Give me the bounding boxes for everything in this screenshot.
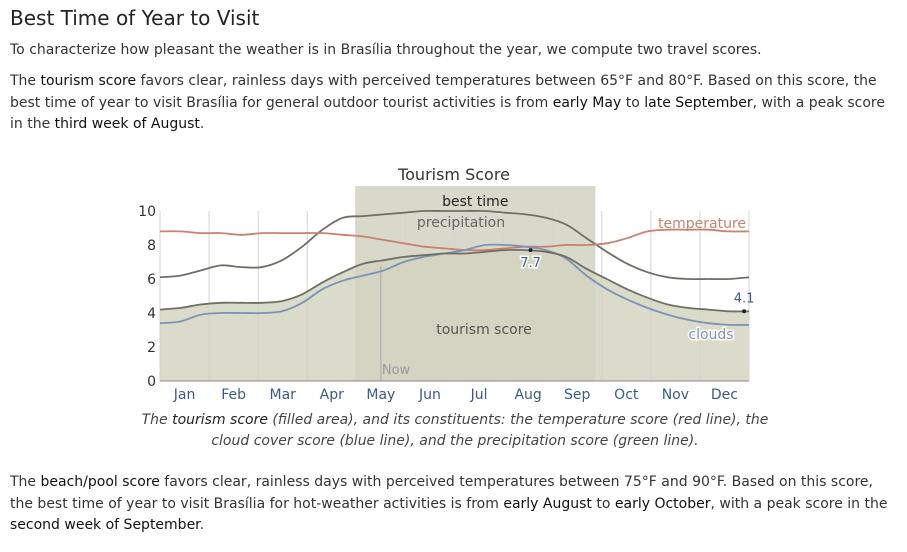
y-tick-label: 0	[147, 374, 156, 390]
peak-marker	[528, 248, 533, 253]
chart-svg: Tourism Score best time Now 0 2 4 6 8 10 Jan F…	[138, 165, 755, 403]
text-run: to	[621, 94, 645, 111]
best-time-end: late September	[644, 94, 753, 111]
x-tick-label: May	[366, 387, 395, 403]
x-tick-label: Sep	[564, 387, 591, 403]
x-tick-label: Feb	[221, 387, 246, 403]
intro-paragraph: To characterize how pleasant the weather…	[10, 42, 762, 58]
temperature-line	[159, 228, 750, 252]
text-run: (filled area), and its constituents: the…	[211, 412, 769, 449]
text-run: .	[199, 517, 205, 533]
beach-peak: second week of September	[10, 517, 200, 533]
beach-score-paragraph: The beach/pool score favors clear, rainl…	[10, 472, 896, 537]
x-axis-ticks: Jan Feb Mar Apr May Jun Jul Aug Sep Oct Nov Dec	[173, 387, 738, 403]
tourism-score-line	[159, 248, 750, 313]
end-marker	[742, 309, 747, 314]
chart-caption: The tourism score (filled area), and its…	[140, 410, 770, 452]
text-run: The	[10, 73, 41, 89]
text-run: The	[10, 474, 41, 490]
peak-time: third week of August	[54, 116, 200, 132]
text-run: , with a peak score in the	[710, 495, 888, 512]
tourism-score-area	[160, 249, 749, 381]
peak-value-label: 7.7	[520, 256, 541, 271]
section-heading: Best Time of Year to Visit	[10, 6, 260, 30]
text-run: to	[591, 495, 615, 512]
beach-end: early October	[614, 495, 711, 512]
chart-title: Tourism Score	[397, 165, 510, 184]
text-run: favors clear, rainless days with perceiv…	[10, 474, 873, 512]
text-run: .	[199, 116, 205, 132]
best-time-start: early May	[552, 94, 622, 111]
y-tick-label: 4	[147, 306, 156, 322]
tourism-series-label: tourism score	[436, 322, 532, 338]
x-tick-label: Jul	[470, 387, 488, 403]
text-run: , with a peak score in the	[10, 94, 885, 133]
x-tick-label: Jan	[173, 387, 196, 403]
text-run: favors clear, rainless days with perceiv…	[10, 73, 877, 111]
clouds-line	[159, 243, 750, 326]
text-run: The	[141, 412, 173, 428]
end-value-label: 4.1	[734, 291, 755, 306]
clouds-series-label: clouds	[688, 327, 733, 343]
tourism-score-term: tourism score	[40, 73, 137, 89]
precipitation-line	[159, 209, 750, 281]
tourism-score-chart: Tourism Score best time Now 0 2 4 6 8 10 Jan F…	[0, 158, 907, 458]
beach-start: early August	[503, 495, 592, 512]
temperature-series-label: temperature	[658, 216, 746, 232]
y-axis-ticks: 0 2 4 6 8 10	[138, 204, 156, 390]
precipitation-series-label: precipitation	[417, 215, 505, 231]
now-label: Now	[382, 363, 411, 378]
y-tick-label: 6	[147, 272, 156, 288]
y-tick-label: 10	[138, 204, 156, 220]
x-tick-label: Mar	[269, 387, 296, 403]
x-tick-label: Dec	[711, 387, 738, 403]
y-tick-label: 2	[147, 340, 156, 356]
x-tick-label: Oct	[614, 387, 639, 403]
caption-tourism-term: tourism score	[172, 412, 268, 428]
x-tick-label: Apr	[320, 387, 344, 403]
x-tick-label: Nov	[662, 387, 689, 403]
y-tick-label: 8	[147, 238, 156, 254]
x-tick-label: Jun	[418, 387, 441, 403]
best-time-label: best time	[442, 194, 508, 210]
x-tick-label: Aug	[514, 387, 541, 403]
tourism-score-paragraph: The tourism score favors clear, rainless…	[10, 71, 896, 136]
beach-score-term: beach/pool score	[40, 474, 160, 490]
